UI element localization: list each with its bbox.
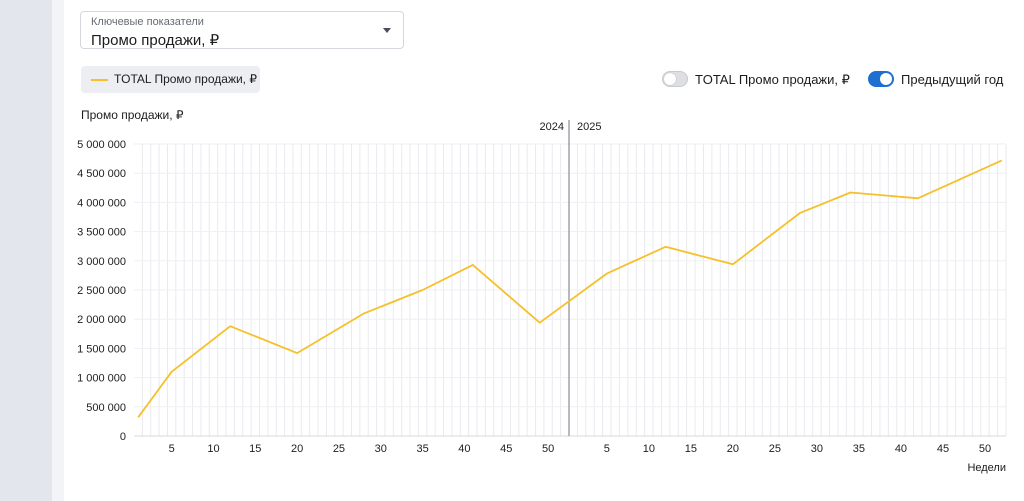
x-tick-label: 50 [542,443,554,455]
legend-item-label: TOTAL Промо продажи, ₽ [114,72,257,86]
y-tick-label: 0 [120,431,126,443]
x-tick-label: 40 [458,443,470,455]
metric-select-label: Ключевые показатели [91,16,204,28]
metric-select-value: Промо продажи, ₽ [91,32,220,49]
x-tick-label: 35 [853,443,865,455]
y-tick-label: 4 500 000 [77,168,126,180]
x-tick-label: 10 [643,443,655,455]
series-line-total [137,159,1003,418]
x-tick-label: 15 [249,443,261,455]
y-tick-label: 3 000 000 [77,256,126,268]
y-tick-label: 2 500 000 [77,285,126,297]
chevron-down-icon [383,28,391,33]
y-tick-label: 1 000 000 [77,373,126,385]
previous-year-toggle-label: Предыдущий год [901,72,1004,87]
x-tick-label: 5 [604,443,610,455]
y-tick-label: 4 000 000 [77,197,126,209]
y-tick-label: 1 500 000 [77,343,126,355]
x-tick-label: 35 [416,443,428,455]
legend-item-total[interactable]: TOTAL Промо продажи, ₽ [81,66,260,93]
x-tick-label: 45 [937,443,949,455]
year-label-2025: 2025 [577,121,601,133]
x-tick-label: 20 [291,443,303,455]
y-tick-label: 3 500 000 [77,227,126,239]
x-tick-label: 15 [685,443,697,455]
y-tick-label: 5 000 000 [77,139,126,151]
toggle-knob [664,73,676,85]
y-axis-title: Промо продажи, ₽ [81,108,184,122]
x-tick-label: 10 [207,443,219,455]
year-label-2024: 2024 [540,121,564,133]
left-sidebar [0,0,52,501]
x-axis-title: Недели [967,462,1006,474]
x-tick-label: 25 [333,443,345,455]
y-tick-label: 2 000 000 [77,314,126,326]
previous-year-toggle[interactable] [868,71,894,87]
total-toggle-label: TOTAL Промо продажи, ₽ [695,72,850,87]
x-tick-label: 25 [769,443,781,455]
x-tick-label: 40 [895,443,907,455]
x-tick-label: 5 [169,443,175,455]
legend-line-swatch [91,79,108,81]
metric-select[interactable]: Ключевые показатели Промо продажи, ₽ [80,11,404,49]
x-tick-label: 50 [979,443,991,455]
y-tick-label: 500 000 [86,402,126,414]
x-tick-label: 45 [500,443,512,455]
x-tick-label: 30 [375,443,387,455]
toggle-knob [880,73,892,85]
x-tick-label: 30 [811,443,823,455]
total-toggle[interactable] [662,71,688,87]
x-tick-label: 20 [727,443,739,455]
